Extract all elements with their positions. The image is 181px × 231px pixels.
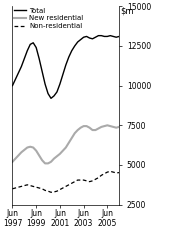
Text: $m: $m xyxy=(120,6,134,15)
Legend: Total, New residential, Non-residential: Total, New residential, Non-residential xyxy=(14,8,83,29)
